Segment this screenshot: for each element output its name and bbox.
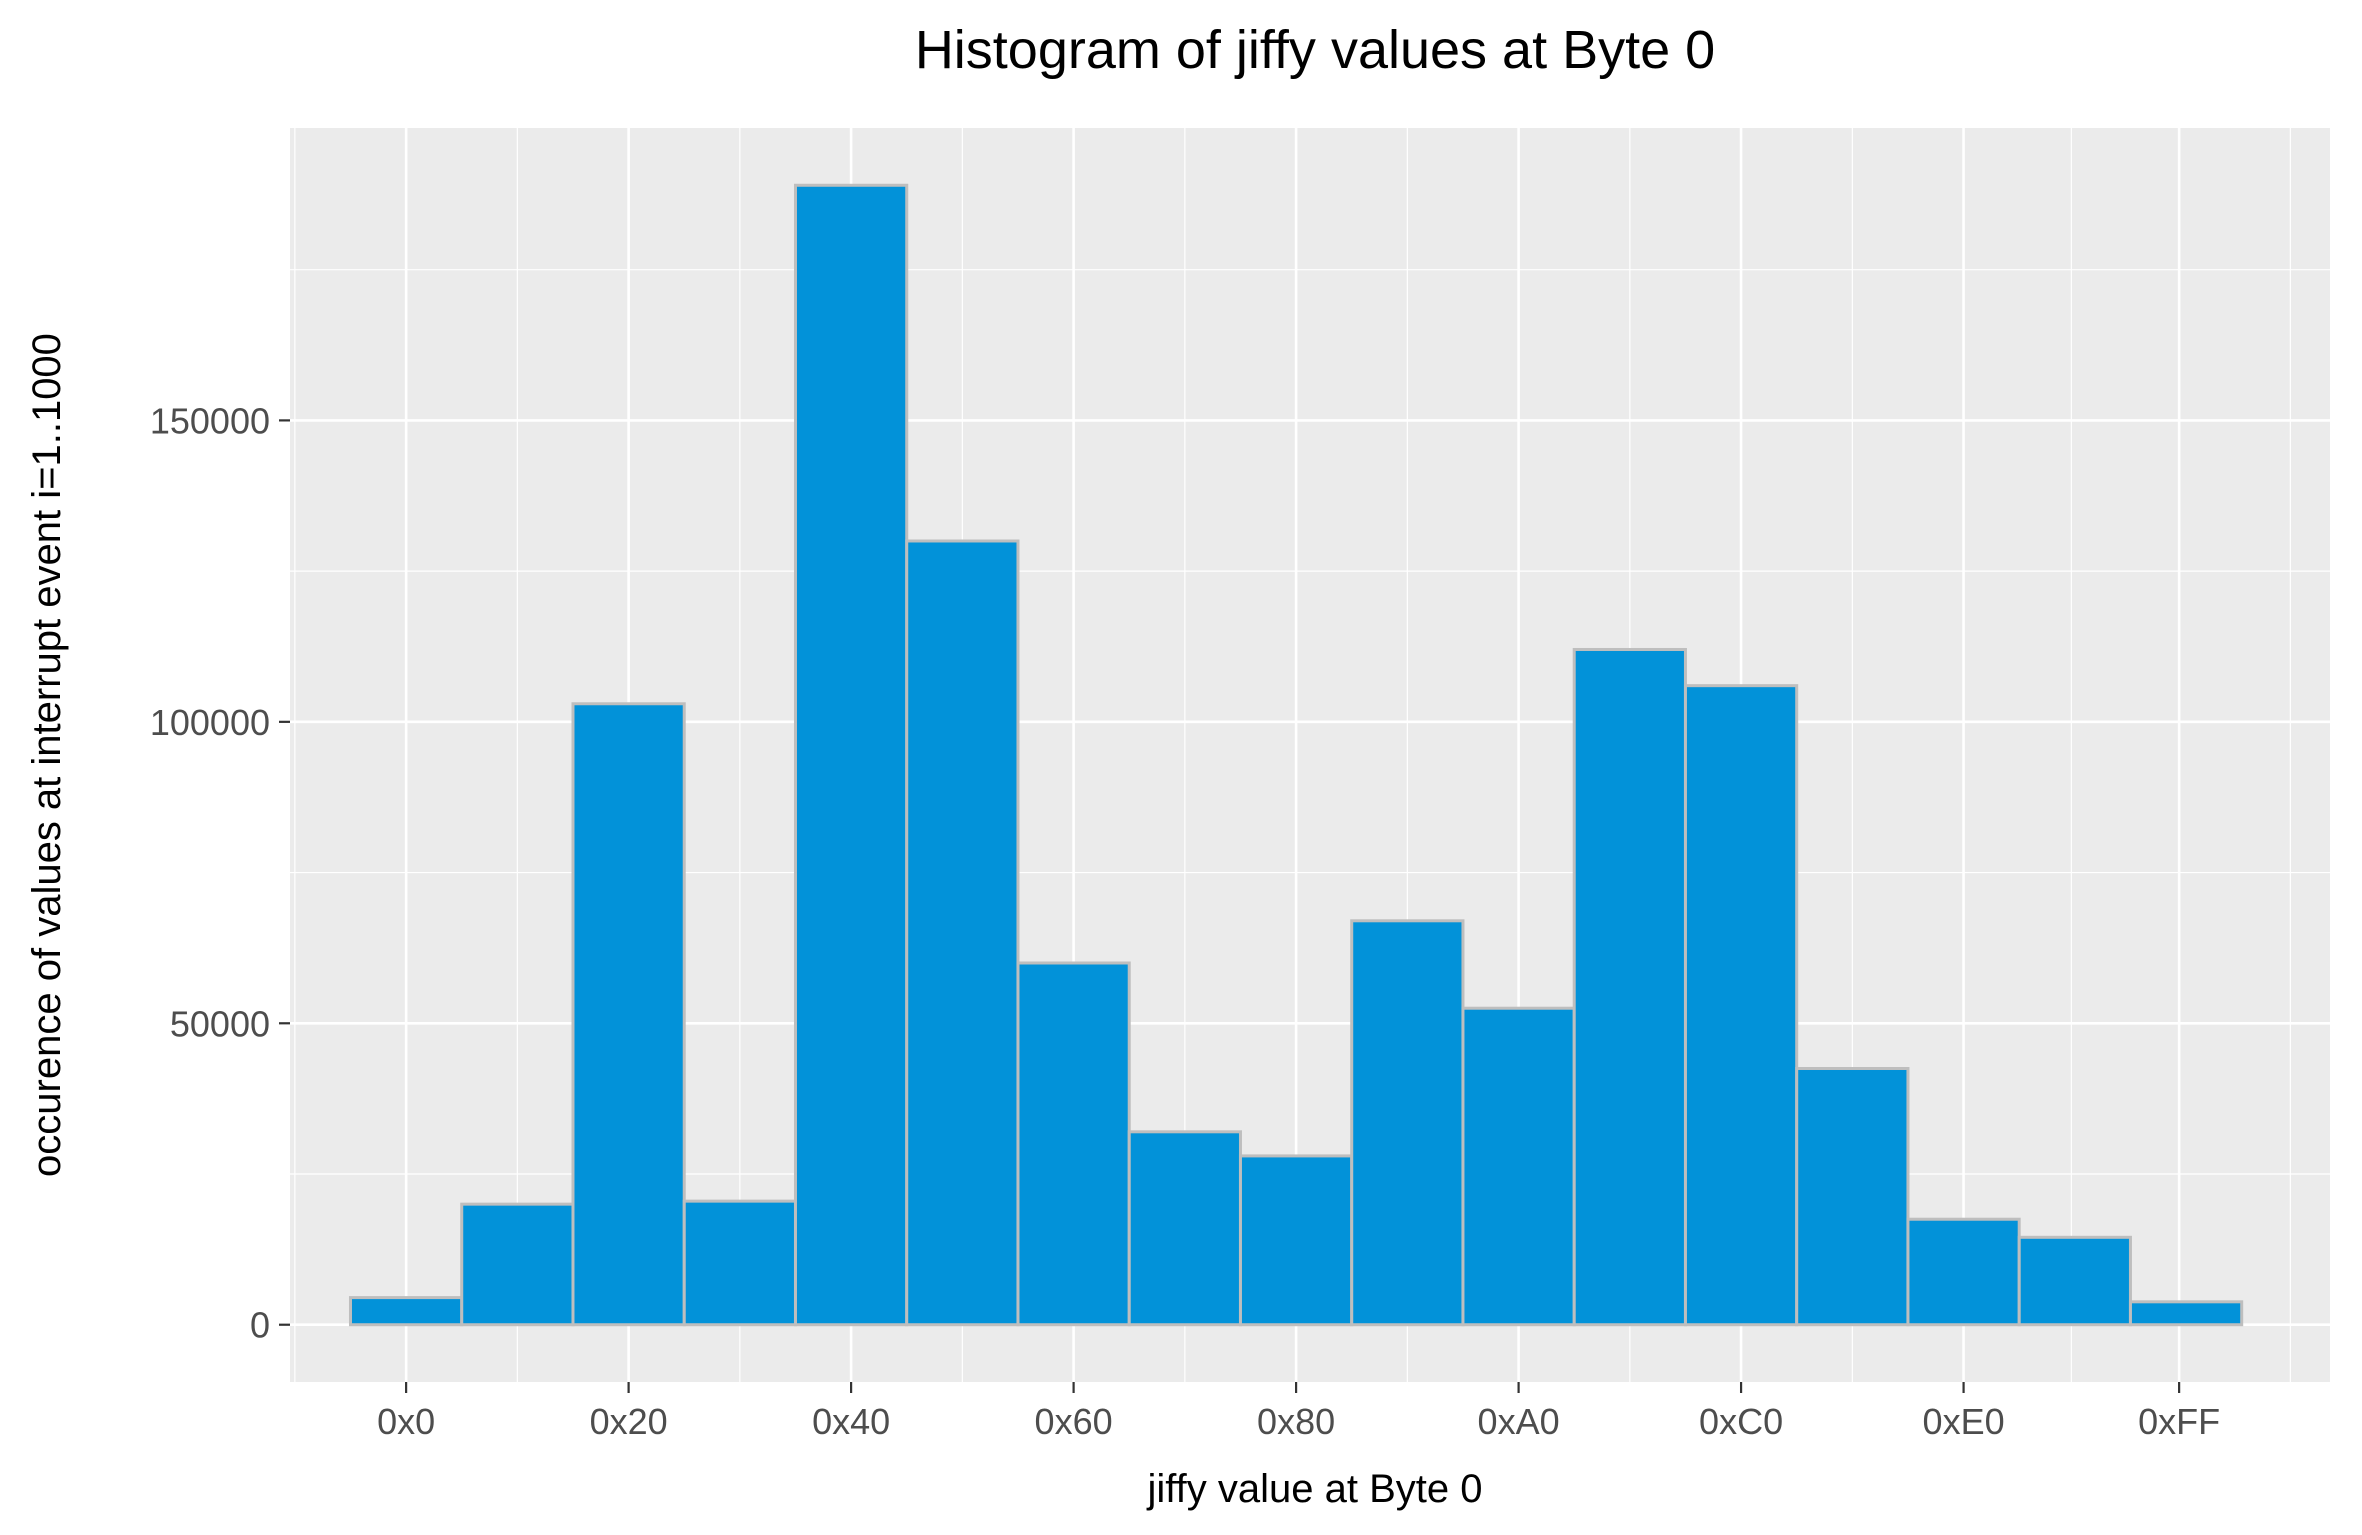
histogram-bar (905, 539, 1020, 1327)
histogram-bar (2017, 1235, 2132, 1327)
chart-title: Histogram of jiffy values at Byte 0 (915, 20, 1715, 80)
y-tick-label: 50000 (170, 1003, 270, 1044)
histogram-bar (682, 1199, 797, 1327)
y-axis-ticks: 0 50000 100000 150000 (150, 400, 290, 1346)
histogram-bar (1350, 919, 1465, 1327)
x-tick-label: 0x20 (590, 1401, 668, 1442)
histogram-bar (1572, 647, 1687, 1327)
x-tick-label: 0xE0 (1923, 1401, 2005, 1442)
histogram-bar (1683, 684, 1799, 1327)
y-axis-title: occurence of values at interrupt event i… (25, 333, 69, 1177)
x-axis-title: jiffy value at Byte 0 (1147, 1467, 1483, 1511)
y-tick-label: 150000 (150, 400, 270, 441)
histogram-bar (1016, 961, 1131, 1327)
histogram-bar (1127, 1130, 1242, 1327)
x-tick-label: 0x0 (377, 1401, 435, 1442)
y-tick-label: 0 (250, 1305, 270, 1346)
x-tick-label: 0xFF (2138, 1401, 2220, 1442)
y-tick-label: 100000 (150, 702, 270, 743)
x-tick-label: 0x40 (812, 1401, 890, 1442)
histogram-bars (348, 183, 2244, 1327)
x-tick-label: 0xC0 (1699, 1401, 1783, 1442)
histogram-bar (793, 183, 909, 1327)
histogram-bar (460, 1202, 575, 1327)
histogram-bar (1906, 1217, 2021, 1327)
x-tick-label: 0x60 (1035, 1401, 1113, 1442)
x-tick-label: 0xA0 (1478, 1401, 1560, 1442)
histogram-bar (2128, 1300, 2244, 1327)
histogram-bar (1795, 1067, 1910, 1327)
x-tick-label: 0x80 (1257, 1401, 1335, 1442)
histogram-bar (1238, 1154, 1354, 1327)
histogram-bar (348, 1296, 464, 1327)
histogram-bar (571, 702, 686, 1327)
x-axis-ticks: 0x0 0x20 0x40 0x60 0x80 0xA0 0xC0 0xE0 0xFF (377, 1382, 2220, 1442)
histogram-bar (1461, 1006, 1576, 1327)
